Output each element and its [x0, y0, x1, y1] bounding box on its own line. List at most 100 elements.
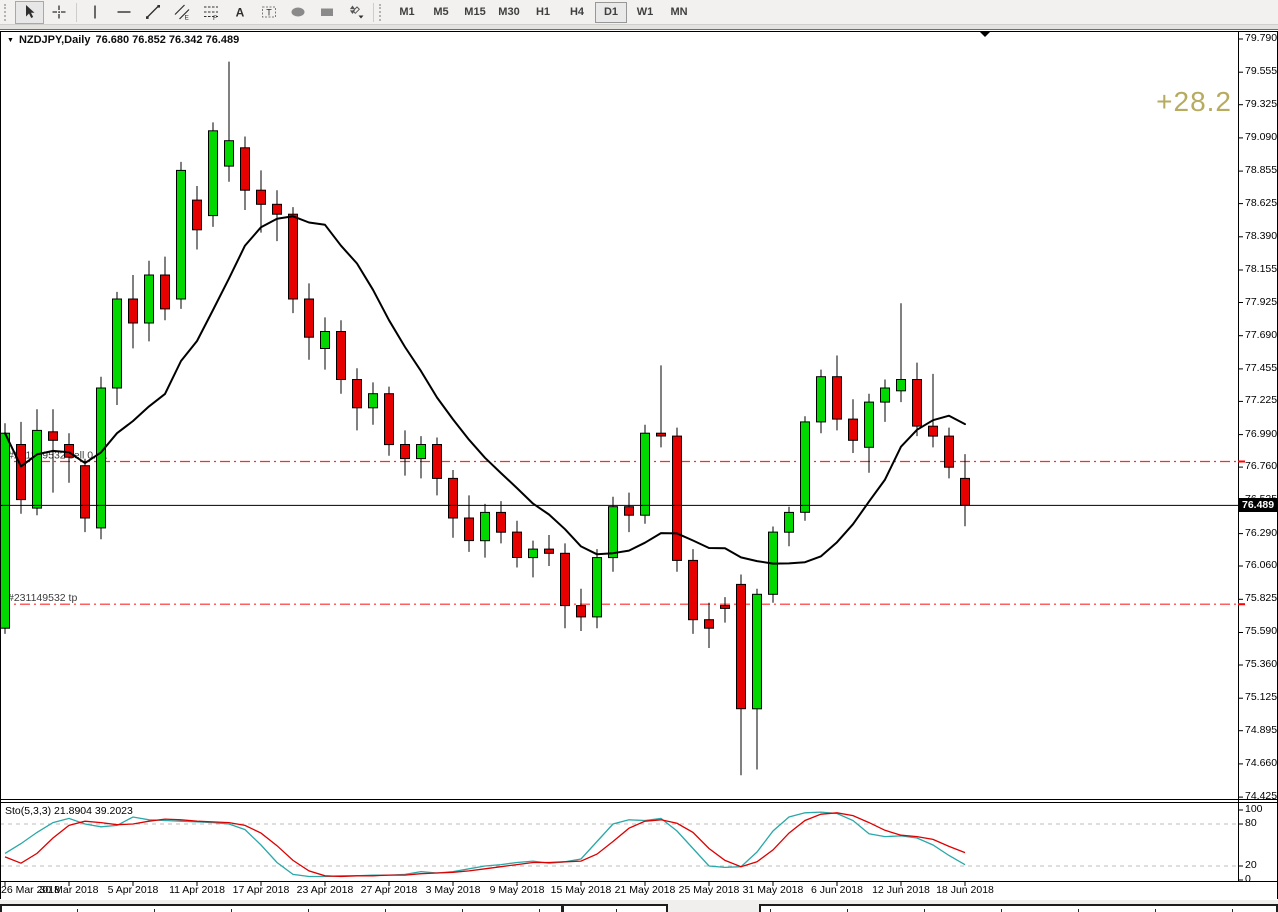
toolbar: E F A T M1 M5 M15 M30 H1 H4 D1 W1 MN	[0, 0, 1278, 25]
lower-window-tick	[231, 909, 232, 912]
lower-window-tick	[308, 909, 309, 912]
toolbar-grip-2[interactable]	[379, 3, 386, 21]
timeframes-group: M1 M5 M15 M30 H1 H4 D1 W1 MN	[390, 1, 696, 23]
horizontal-line-tool-icon	[117, 11, 130, 13]
lower-window-edge-3[interactable]	[759, 904, 1278, 912]
moving-average-line	[4, 215, 966, 565]
crosshair-button[interactable]	[44, 1, 73, 24]
timeframe-mn-button[interactable]: MN	[670, 6, 688, 18]
date-axis-label: 17 Apr 2018	[232, 884, 290, 896]
timeframe-h4-button[interactable]: H4	[569, 6, 585, 18]
trend-line-tool-icon	[145, 5, 160, 19]
trend-line-tool-button[interactable]	[138, 1, 167, 24]
timeframe-m15-button[interactable]: M15	[464, 6, 486, 18]
date-axis-label: 30 Mar 2018	[39, 884, 99, 896]
lower-window-tick	[1001, 909, 1002, 912]
profit-label: +28.2	[1156, 86, 1232, 117]
stochastic-axis-label: 80	[1245, 817, 1257, 829]
equidistant-channel-tool-button[interactable]: E	[167, 1, 196, 24]
rectangle-tool-button[interactable]	[312, 1, 341, 24]
text-tool-icon: A	[235, 6, 244, 20]
lower-window-tick	[1078, 909, 1079, 912]
lower-window-tick	[924, 909, 925, 912]
price-axis-label: 79.090	[1245, 131, 1278, 143]
chart-shift-marker-icon[interactable]	[980, 32, 990, 37]
toolbar-separator	[76, 2, 77, 22]
toolbar-separator	[373, 2, 374, 22]
date-axis-label: 9 May 2018	[489, 884, 545, 896]
arrows-tool-button[interactable]	[341, 1, 370, 24]
window-top-border	[0, 25, 1278, 30]
price-axis-label: 74.660	[1245, 757, 1278, 769]
price-axis-label: 79.325	[1245, 98, 1278, 110]
price-axis-label: 76.060	[1245, 559, 1278, 571]
equidistant-channel-tool-icon: E	[174, 4, 189, 20]
cursor-arrow-icon	[25, 5, 34, 18]
date-axis-label: 26 Mar 2018	[1, 884, 60, 896]
vertical-line-tool-button[interactable]	[80, 1, 109, 24]
price-axis-label: 76.990	[1245, 428, 1278, 440]
horizontal-line-tool-button[interactable]	[109, 1, 138, 24]
stochastic-main-line	[4, 811, 966, 878]
price-axis-label: 77.225	[1245, 394, 1278, 406]
price-axis-label: 77.455	[1245, 362, 1278, 374]
vertical-line-tool-icon	[93, 5, 96, 19]
chart-title: ▼ NZDJPY,Daily 76.680 76.852 76.342 76.4…	[7, 34, 239, 46]
stochastic-axis-label: 0	[1245, 873, 1251, 885]
text-tool-button[interactable]: A	[225, 1, 254, 24]
ellipse-tool-button[interactable]	[283, 1, 312, 24]
stochastic-signal-line	[4, 812, 966, 878]
price-axis-label: 75.360	[1245, 658, 1278, 670]
text-label-tool-icon: T	[261, 6, 276, 18]
fibonacci-retracement-tool-button[interactable]: F	[196, 1, 225, 24]
chart-canvas[interactable]: #231149532 sell 0.01#231149532 tp	[0, 31, 1278, 899]
svg-text:#231149532 tp: #231149532 tp	[8, 592, 77, 604]
date-axis-label: 6 Jun 2018	[811, 884, 863, 896]
price-axis-label: 77.690	[1245, 329, 1278, 341]
lower-window-tick	[462, 909, 463, 912]
cursor-arrow-button[interactable]	[15, 0, 44, 24]
current-price-box: 76.489	[1239, 498, 1278, 512]
toolbar-grip[interactable]	[4, 3, 11, 21]
crosshair-icon	[52, 5, 65, 19]
stochastic-axis-label: 20	[1245, 859, 1257, 871]
price-axis-label: 78.625	[1245, 197, 1278, 209]
timeframe-m1-button[interactable]: M1	[399, 6, 415, 18]
tiled-windows-strip	[0, 900, 1278, 912]
lower-window-tick	[1155, 909, 1156, 912]
price-axis-label: 79.555	[1245, 65, 1278, 77]
date-axis-label: 23 Apr 2018	[296, 884, 354, 896]
stochastic-indicator-label: Sto(5,3,3) 21.8904 39.2023	[5, 805, 133, 817]
timeframe-d1-button[interactable]: D1	[595, 1, 627, 23]
price-axis-label: 78.155	[1245, 263, 1278, 275]
timeframe-m30-button[interactable]: M30	[498, 6, 520, 18]
timeframe-h1-button[interactable]: H1	[535, 6, 551, 18]
price-axis-label: 78.390	[1245, 230, 1278, 242]
lower-window-tick	[77, 909, 78, 912]
lower-window-edge-1[interactable]	[0, 904, 563, 912]
svg-text:T: T	[266, 8, 272, 18]
stochastic-axis-label: 100	[1245, 803, 1263, 815]
lower-window-edge-2[interactable]	[562, 904, 668, 912]
price-axis-label: 75.825	[1245, 592, 1278, 604]
date-axis-label: 11 Apr 2018	[169, 884, 225, 896]
lower-window-tick	[770, 909, 771, 912]
chart-dropdown-icon[interactable]: ▼	[7, 36, 14, 44]
order-line-tp[interactable]: #231149532 tp	[0, 592, 1238, 605]
date-axis-label: 31 May 2018	[742, 884, 804, 896]
lower-window-tick	[154, 909, 155, 912]
price-axis-label: 75.125	[1245, 691, 1278, 703]
lower-window-tick	[385, 909, 386, 912]
timeframe-m5-button[interactable]: M5	[433, 6, 449, 18]
lower-window-tick	[616, 909, 617, 912]
date-axis-label: 18 Jun 2018	[936, 884, 994, 896]
price-axis-label: 79.790	[1245, 32, 1278, 44]
svg-text:F: F	[213, 15, 217, 20]
text-label-tool-button[interactable]: T	[254, 1, 283, 24]
lower-window-tick	[1232, 909, 1233, 912]
date-axis-label: 12 Jun 2018	[872, 884, 930, 896]
ellipse-tool-icon	[291, 7, 304, 17]
timeframe-w1-button[interactable]: W1	[636, 6, 654, 18]
date-axis-label: 3 May 2018	[425, 884, 481, 896]
